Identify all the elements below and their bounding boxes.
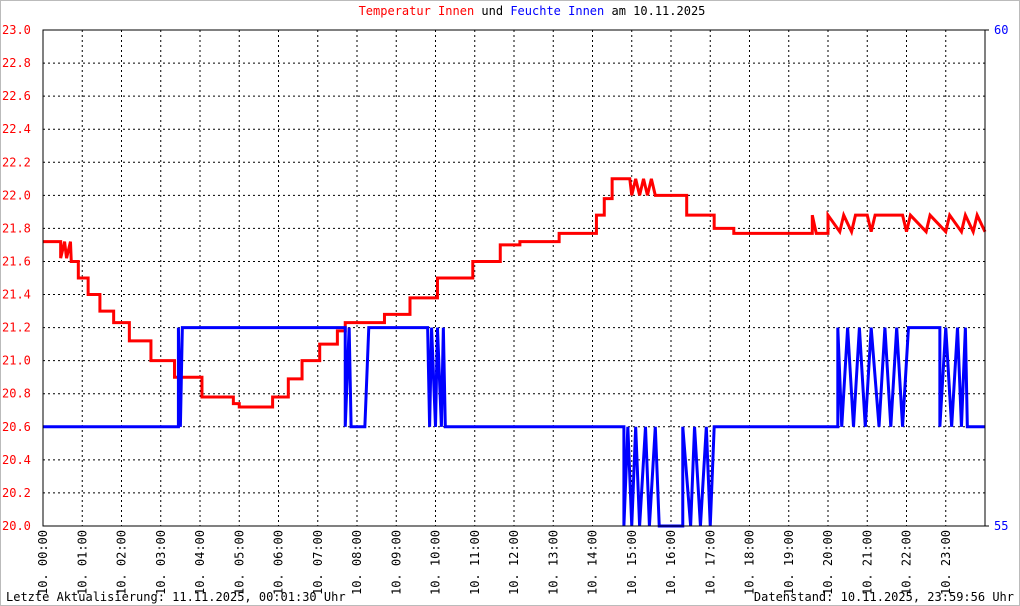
footer-left: Letzte Aktualisierung: 11.11.2025, 00:01… <box>6 590 346 604</box>
y-tick-label: 20.2 <box>2 486 31 500</box>
x-tick-label: 10. 13:00 <box>546 530 560 595</box>
x-tick-label: 10. 14:00 <box>586 530 600 595</box>
x-tick-label: 10. 16:00 <box>664 530 678 595</box>
x-tick-label: 10. 15:00 <box>625 530 639 595</box>
x-tick-label: 10. 20:00 <box>821 530 835 595</box>
x-tick-label: 10. 12:00 <box>507 530 521 595</box>
y-tick-label: 21.2 <box>2 321 31 335</box>
title-part: und <box>481 4 503 18</box>
x-tick-label: 10. 22:00 <box>900 530 914 595</box>
y-tick-label: 20.0 <box>2 519 31 533</box>
y-tick-label: 21.0 <box>2 354 31 368</box>
x-tick-label: 10. 00:00 <box>36 530 50 595</box>
x-tick-label: 10. 05:00 <box>232 530 246 595</box>
y-tick-label: 21.4 <box>2 288 31 302</box>
y-tick-label: 22.8 <box>2 56 31 70</box>
x-tick-label: 10. 21:00 <box>860 530 874 595</box>
y2-tick-label: 60 <box>994 23 1008 37</box>
chart-title: Temperatur Innen und Feuchte Innen am 10… <box>359 4 706 18</box>
x-tick-label: 10. 02:00 <box>115 530 129 595</box>
y-tick-label: 20.4 <box>2 453 31 467</box>
y-tick-label: 22.4 <box>2 122 31 136</box>
x-tick-label: 10. 23:00 <box>939 530 953 595</box>
plot-area <box>43 30 985 526</box>
y2-tick-label: 55 <box>994 519 1008 533</box>
x-tick-label: 10. 09:00 <box>389 530 403 595</box>
y-tick-label: 22.2 <box>2 155 31 169</box>
y-tick-label: 21.6 <box>2 254 31 268</box>
footer-right: Datenstand: 10.11.2025, 23:59:56 Uhr <box>754 590 1014 604</box>
x-tick-label: 10. 17:00 <box>703 530 717 595</box>
x-tick-label: 10. 08:00 <box>350 530 364 595</box>
y-tick-label: 23.0 <box>2 23 31 37</box>
x-tick-label: 10. 03:00 <box>154 530 168 595</box>
x-tick-label: 10. 06:00 <box>272 530 286 595</box>
x-tick-label: 10. 07:00 <box>311 530 325 595</box>
y-tick-label: 21.8 <box>2 221 31 235</box>
y-tick-label: 22.6 <box>2 89 31 103</box>
x-tick-label: 10. 11:00 <box>468 530 482 595</box>
plot-border <box>42 29 986 527</box>
x-tick-label: 10. 10:00 <box>429 530 443 595</box>
y-tick-label: 22.0 <box>2 188 31 202</box>
title-part: am 10.11.2025 <box>611 4 705 18</box>
title-part: Feuchte Innen <box>510 4 604 18</box>
x-tick-label: 10. 19:00 <box>782 530 796 595</box>
data-line <box>43 326 985 528</box>
x-tick-label: 10. 04:00 <box>193 530 207 595</box>
y-tick-label: 20.6 <box>2 420 31 434</box>
data-line <box>43 177 987 409</box>
x-tick-label: 10. 18:00 <box>743 530 757 595</box>
y-tick-label: 20.8 <box>2 387 31 401</box>
title-part: Temperatur Innen <box>359 4 475 18</box>
x-tick-label: 10. 01:00 <box>75 530 89 595</box>
